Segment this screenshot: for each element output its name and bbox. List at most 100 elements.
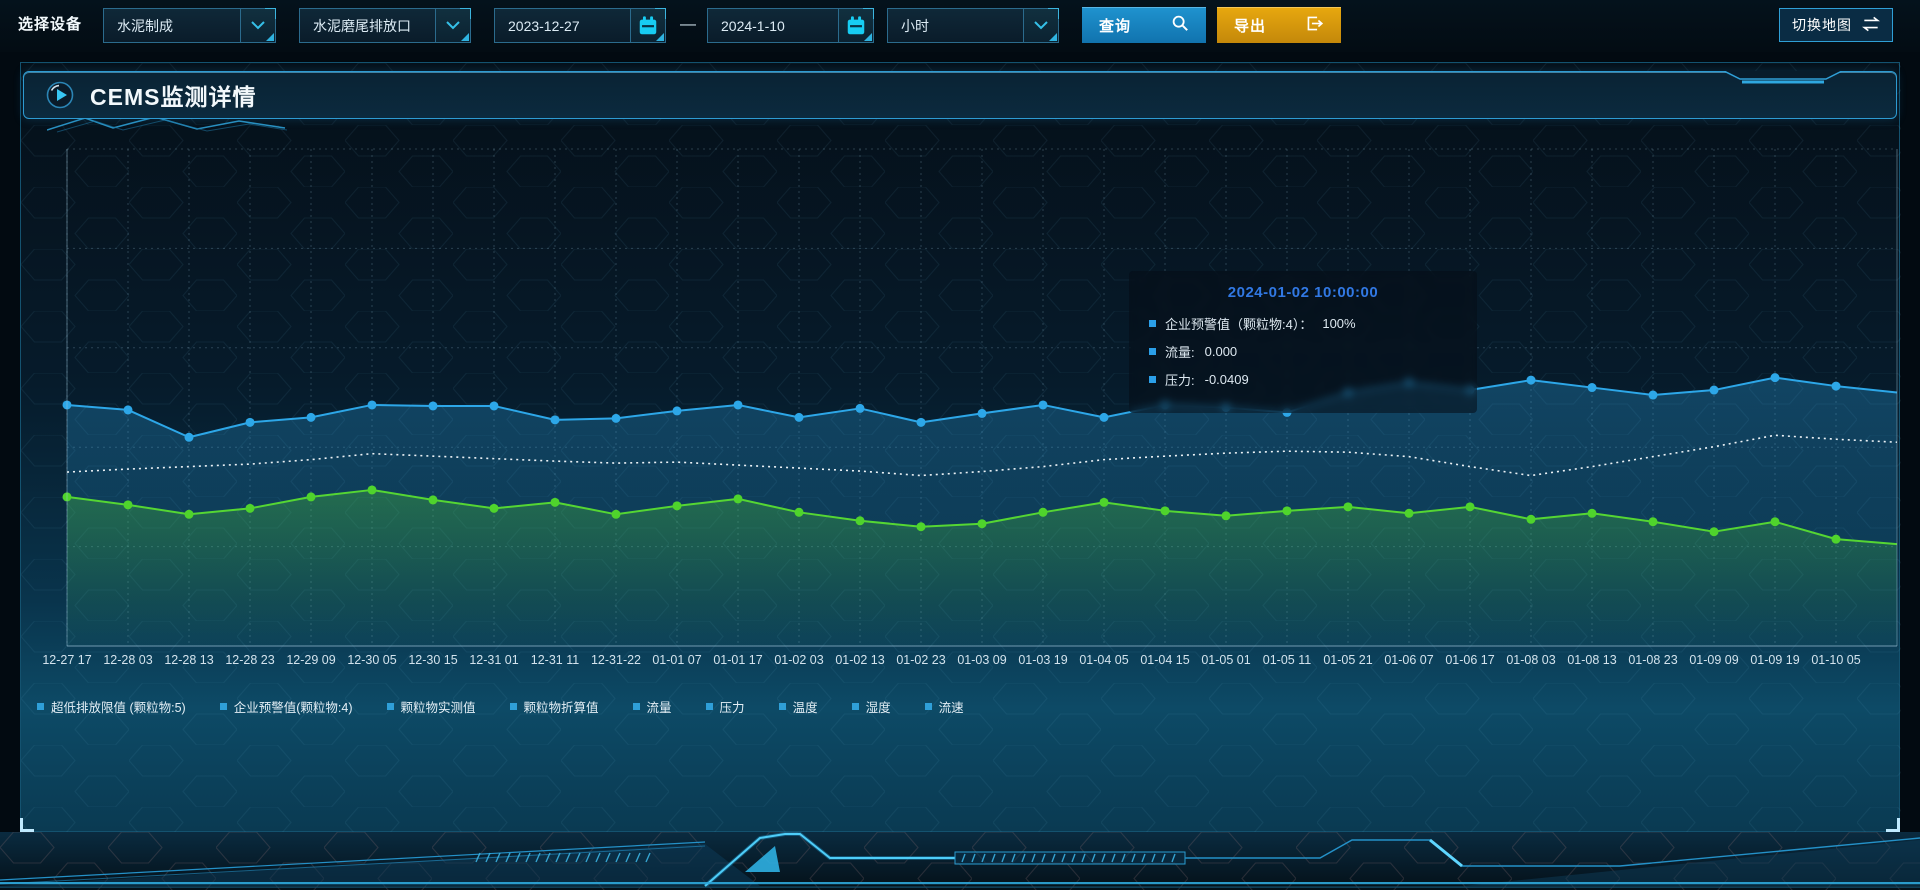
export-button[interactable]: 导出: [1217, 7, 1341, 43]
x-axis-labels: 12-27 17 12-28 03 12-28 13 12-28 23 12-29 09…: [42, 653, 1860, 667]
swap-icon: [1862, 16, 1880, 35]
play-icon[interactable]: [46, 81, 74, 109]
interval-value: 小时: [901, 17, 929, 34]
legend-item-label: 温度: [792, 701, 818, 715]
x-axis-label: 12-31 11: [531, 653, 579, 667]
legend-item[interactable]: 温度: [778, 697, 818, 716]
legend-item-label: 颗粒物折算值: [523, 701, 599, 715]
legend-item-label: 流速: [938, 701, 964, 715]
legend-item[interactable]: 超低排放限值 (颗粒物:5): [37, 697, 186, 716]
x-axis-label: 01-03 09: [957, 653, 1006, 667]
legend-item[interactable]: 流量: [632, 697, 672, 716]
chart-legend: 超低排放限值 (颗粒物:5) 企业预警值(颗粒物:4) 颗粒物实测值 颗粒物折算值 流量…: [37, 697, 964, 716]
title-bar-notch-decoration: [1724, 71, 1843, 84]
panel-title-bar: CEMS监测详情: [23, 71, 1897, 119]
date-range-separator: —: [680, 16, 696, 33]
series-marker-icon: [1149, 320, 1156, 327]
footer-decoration: [0, 832, 1920, 890]
panel-corner-accent: [1886, 818, 1900, 832]
x-axis-label: 12-29 09: [286, 653, 335, 667]
end-date-value: 2024-1-10: [721, 17, 785, 34]
legend-item-label: 超低排放限值 (颗粒物:5): [51, 701, 186, 715]
series-marker-icon: [1149, 376, 1156, 383]
x-axis-label: 01-02 13: [835, 653, 884, 667]
x-axis-label: 12-31 01: [469, 653, 518, 667]
tooltip-row: 流量: 0.000: [1149, 342, 1457, 361]
chevron-down-icon[interactable]: [1023, 9, 1058, 42]
calendar-icon[interactable]: [838, 9, 873, 42]
chevron-down-icon[interactable]: [240, 9, 275, 42]
x-axis-label: 01-06 17: [1445, 653, 1494, 667]
x-axis-label: 01-05 21: [1323, 653, 1372, 667]
x-axis-label: 12-31-22: [591, 653, 641, 667]
x-axis-label: 01-08 23: [1628, 653, 1677, 667]
start-date-picker[interactable]: 2023-12-27: [494, 8, 666, 43]
x-axis-label: 01-08 13: [1567, 653, 1616, 667]
switch-map-button[interactable]: 切换地图: [1779, 8, 1893, 42]
legend-item[interactable]: 颗粒物折算值: [509, 697, 599, 716]
legend-item-label: 压力: [719, 701, 745, 715]
chevron-down-icon[interactable]: [435, 9, 470, 42]
switch-map-button-label: 切换地图: [1792, 17, 1852, 33]
x-axis-label: 01-02 03: [774, 653, 823, 667]
series-marker-icon: [1149, 348, 1156, 355]
interval-select[interactable]: 小时: [887, 8, 1059, 43]
query-button[interactable]: 查询: [1082, 7, 1206, 43]
device-outlet-select[interactable]: 水泥磨尾排放口: [299, 8, 471, 43]
legend-item[interactable]: 压力: [705, 697, 745, 716]
tooltip-row: 压力: -0.0409: [1149, 370, 1457, 389]
x-axis-label: 12-28 23: [225, 653, 274, 667]
tooltip-row-label: 企业预警值（颗粒物:4）：: [1165, 317, 1313, 332]
legend-item[interactable]: 颗粒物实测值: [386, 697, 476, 716]
query-button-label: 查询: [1099, 17, 1132, 35]
legend-item[interactable]: 湿度: [851, 697, 891, 716]
x-axis-label: 01-06 07: [1384, 653, 1433, 667]
legend-item[interactable]: 企业预警值(颗粒物:4): [219, 697, 353, 716]
legend-marker-icon: [509, 703, 517, 710]
device-select-label: 选择设备: [18, 16, 83, 33]
start-date-value: 2023-12-27: [508, 17, 580, 34]
legend-item-label: 湿度: [865, 701, 891, 715]
tooltip-row-value: 100%: [1322, 316, 1356, 331]
x-axis-label: 01-08 03: [1506, 653, 1555, 667]
chart-plot[interactable]: [62, 373, 1898, 646]
export-icon: [1305, 14, 1324, 37]
x-axis-label: 01-10 05: [1811, 653, 1860, 667]
end-date-picker[interactable]: 2024-1-10: [707, 8, 874, 43]
cems-monitor-panel: CEMS监测详情 12-27 17 12-28 03 12-28 13 12-28 2…: [20, 62, 1901, 833]
export-button-label: 导出: [1234, 17, 1267, 35]
tooltip-row-label: 压力:: [1165, 373, 1195, 388]
x-axis-label: 01-09 19: [1750, 653, 1799, 667]
legend-marker-icon: [705, 703, 713, 710]
toolbar: 选择设备 水泥制成 水泥磨尾排放口 2023-12-27 — 2024-1-10: [0, 0, 1920, 52]
x-axis-label: 01-01 17: [713, 653, 762, 667]
tooltip-row-value: -0.0409: [1204, 372, 1249, 387]
x-axis-label: 12-28 03: [103, 653, 152, 667]
x-axis-label: 01-04 05: [1079, 653, 1128, 667]
cems-line-chart[interactable]: 12-27 17 12-28 03 12-28 13 12-28 23 12-29 09…: [21, 63, 1901, 833]
legend-marker-icon: [778, 703, 786, 710]
legend-item-label: 企业预警值(颗粒物:4): [233, 701, 353, 715]
legend-item[interactable]: 流速: [924, 697, 964, 716]
x-axis-label: 01-04 15: [1140, 653, 1189, 667]
tooltip-row: 企业预警值（颗粒物:4）： 100%: [1149, 314, 1457, 333]
legend-item-label: 颗粒物实测值: [400, 701, 476, 715]
device-type-value: 水泥制成: [117, 17, 173, 34]
legend-marker-icon: [632, 703, 640, 710]
legend-item-label: 流量: [646, 701, 672, 715]
tooltip-timestamp: 2024-01-02 10:00:00: [1227, 284, 1379, 301]
x-axis-label: 01-09 09: [1689, 653, 1738, 667]
legend-marker-icon: [851, 703, 859, 710]
tooltip-row-label: 流量:: [1165, 345, 1195, 360]
calendar-icon[interactable]: [630, 9, 665, 42]
x-axis-label: 12-30 15: [408, 653, 457, 667]
legend-marker-icon: [37, 703, 44, 710]
x-axis-label: 01-05 11: [1263, 653, 1311, 667]
x-axis-label: 12-27 17: [42, 653, 91, 667]
device-type-select[interactable]: 水泥制成: [103, 8, 276, 43]
tooltip-row-value: 0.000: [1204, 344, 1238, 359]
x-axis-label: 01-01 07: [652, 653, 701, 667]
x-axis-label: 12-30 05: [347, 653, 396, 667]
legend-marker-icon: [386, 703, 394, 710]
chart-tooltip: 2024-01-02 10:00:00 企业预警值（颗粒物:4）： 100% 流…: [1129, 271, 1477, 413]
